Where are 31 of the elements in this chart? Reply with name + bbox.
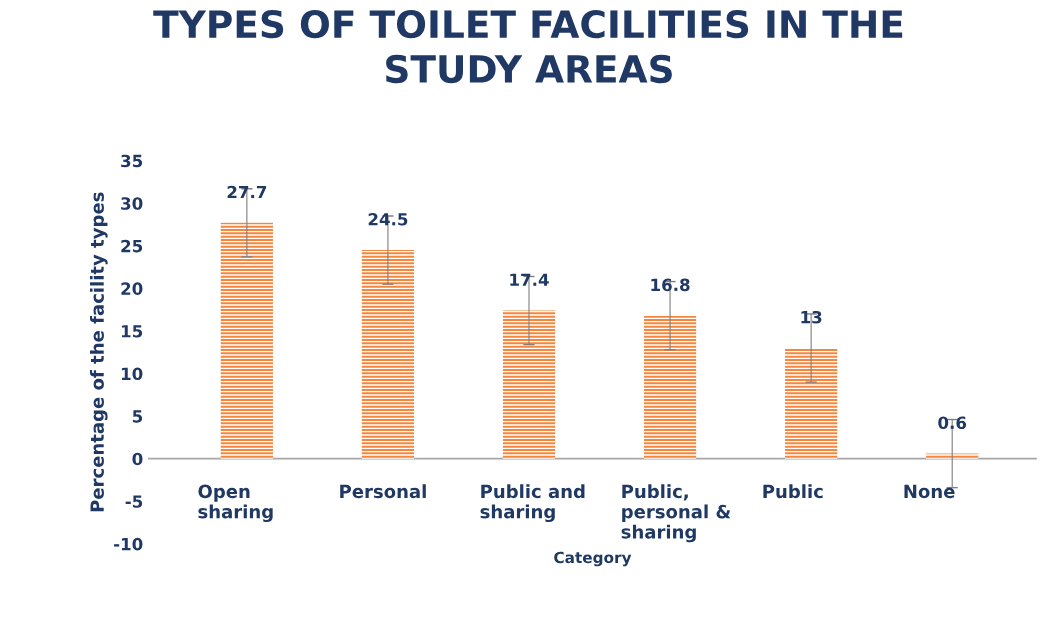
x-tick-label: Public, personal & sharing [621, 484, 731, 543]
x-tick-label: Public [763, 484, 823, 499]
y-tick-label: 25 [121, 239, 143, 253]
y-tick-label: 10 [121, 367, 143, 381]
y-tick-label: 30 [121, 197, 143, 210]
y-tick-label: 5 [132, 410, 143, 423]
y-tick-label: -5 [125, 495, 143, 508]
y-tick-label: 15 [121, 325, 143, 338]
data-label: 24.5 [368, 212, 408, 226]
x-tick-label: Open sharing [198, 484, 273, 523]
bar [361, 250, 415, 459]
y-tick-label: 20 [121, 282, 143, 295]
x-axis-title: Category [554, 551, 632, 567]
data-label: 0.6 [938, 416, 967, 430]
data-label: 17.4 [510, 273, 549, 286]
bar [502, 310, 556, 459]
chart-title: TYPES OF TOILET FACILITIES IN THE STUDY AREAS [153, 9, 903, 84]
data-label: 27.7 [227, 185, 267, 199]
data-label: 16.8 [651, 278, 690, 292]
x-tick-label: None [904, 484, 955, 499]
bar [926, 453, 979, 459]
y-tick-label: 35 [121, 154, 143, 168]
y-tick-label: -10 [114, 537, 143, 551]
bar [220, 222, 273, 459]
x-tick-label: Public and sharing [480, 484, 585, 523]
y-axis-title: Percentage of the facility types [89, 192, 108, 512]
x-tick-label: Personal [340, 484, 426, 499]
y-tick-label: 0 [132, 452, 143, 466]
bar [785, 348, 838, 459]
bar [643, 315, 697, 459]
data-label: 13 [801, 310, 822, 324]
